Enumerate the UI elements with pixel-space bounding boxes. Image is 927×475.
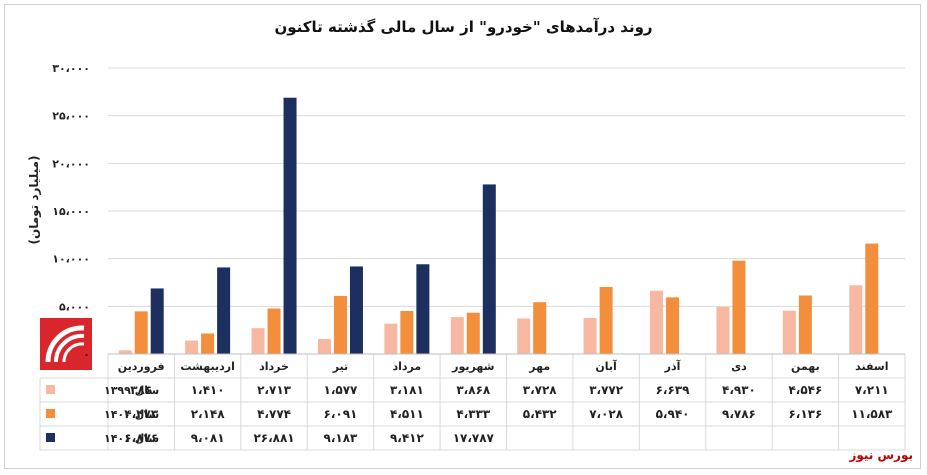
bar [583,318,597,354]
bar [150,288,164,354]
data-cell: ۱۷،۷۸۷ [453,431,495,445]
bar [599,286,613,354]
bar [482,184,496,354]
bar [267,308,281,354]
data-cell: ۹،۰۸۱ [191,431,225,445]
data-cell: ۹،۷۸۶ [722,407,756,421]
y-tick-label: ۱۰،۰۰۰ [52,253,90,266]
legend-label: سال ۱۴۰۰ [104,408,159,421]
category-label: فروردین [118,360,165,373]
bar [384,323,398,354]
data-cell: ۲،۷۱۳ [257,383,292,397]
data-cell: ۶،۰۹۱ [324,407,358,421]
data-cell: ۴،۴۷۳ [124,407,159,421]
chart-frame [4,4,921,469]
data-cell: ۱،۴۱۰ [191,383,225,397]
y-tick-label: ۲۰،۰۰۰ [52,157,90,170]
legend-swatch [46,409,55,418]
bar [185,340,199,354]
data-cell: ۳۸۶ [130,383,152,397]
data-cell: ۷،۰۲۸ [589,407,624,421]
category-label: آذر [664,359,681,373]
data-cell: ۹،۴۱۲ [390,431,425,445]
data-cell: ۵،۴۳۲ [523,407,558,421]
bar [400,310,414,354]
data-cell: ۳،۷۲۸ [523,383,558,397]
data-cell: ۲،۱۴۸ [191,407,226,421]
legend-swatch [46,433,55,442]
bar [666,297,680,354]
data-cell: ۴،۷۷۴ [257,407,291,421]
bar [798,295,812,354]
data-cell: ۱۱،۵۸۳ [851,407,893,421]
category-label: آبان [595,359,617,373]
bar [466,312,480,354]
y-tick-label: ۵،۰۰۰ [59,300,90,313]
bar [333,295,347,354]
chart-title: روند درآمدهای "خودرو" از سال مالی گذشته … [274,18,653,36]
bar [782,310,796,354]
category-label: مهر [528,360,550,373]
bar [716,307,730,354]
data-cell: ۶،۶۳۹ [656,383,691,397]
data-cell: ۵،۹۴۰ [656,407,690,421]
bar [134,311,148,354]
data-cell: ۴،۵۴۶ [788,383,822,397]
data-cell: ۳،۸۶۸ [456,383,491,397]
legend-swatch [46,385,55,394]
bar [201,333,215,354]
bar [849,285,863,354]
bar [517,318,531,354]
bar [283,97,297,354]
data-cell: ۴،۵۱۱ [390,407,424,421]
bar [450,317,464,354]
bar [317,338,331,354]
legend-label: سال ۱۴۰۱ [104,432,159,445]
bar [349,266,363,354]
data-cell: ۶،۸۷۶ [124,431,158,445]
bourse-news-logo-icon [40,318,92,370]
data-cell: ۴،۹۳۰ [722,383,756,397]
category-label: بهمن [791,360,820,373]
bar [416,264,430,354]
category-label: تیر [332,360,348,373]
category-label: اسفند [855,360,888,373]
bar [217,267,231,354]
bar [865,243,879,354]
category-label: خرداد [259,360,289,373]
category-label: شهریور [451,360,494,373]
bar [650,290,664,354]
category-label: مرداد [393,360,422,373]
data-cell: ۲۶،۸۸۱ [253,431,294,445]
data-cell: ۳،۷۷۲ [589,383,624,397]
data-cell: ۳،۱۸۱ [390,383,424,397]
data-cell: ۶،۱۳۶ [788,407,822,421]
legend-label: سال ۱۳۹۹ [104,384,159,397]
bar [251,328,265,354]
data-cell: ۴،۳۳۳ [456,407,491,421]
data-cell: ۱،۵۷۷ [324,383,359,397]
bar [732,260,746,354]
bar [533,302,547,354]
y-tick-label: ۲۵،۰۰۰ [52,110,90,123]
source-label: بورس نیوز [849,448,913,462]
category-label: دی [731,360,747,373]
y-tick-label: ۰ [83,348,90,361]
data-cell: ۷،۲۱۱ [855,383,889,397]
y-tick-label: ۱۵،۰۰۰ [52,205,90,218]
data-cell: ۹،۱۸۳ [324,431,359,445]
y-tick-label: ۳۰،۰۰۰ [52,62,90,75]
bar [118,350,132,354]
category-label: اردیبهشت [180,360,234,373]
